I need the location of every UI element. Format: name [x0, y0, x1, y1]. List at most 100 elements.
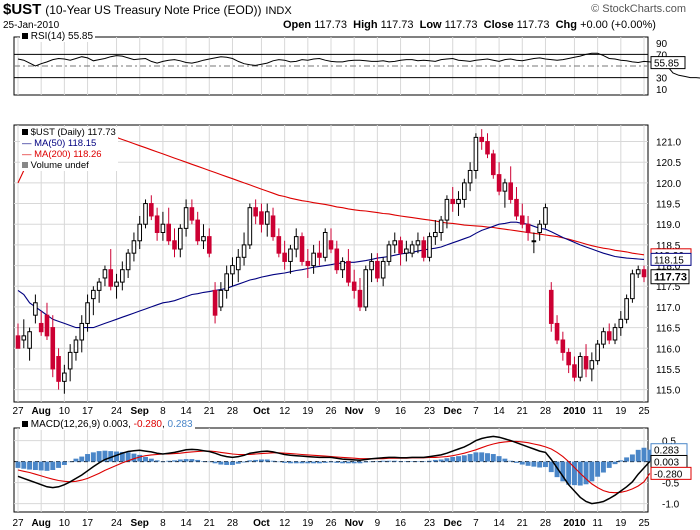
macd-histogram-bar: [403, 461, 409, 462]
candle-down: [305, 260, 311, 267]
price-tick-label: 116.5: [656, 324, 681, 335]
macd-histogram-bar: [392, 460, 398, 462]
macd-histogram-bar: [114, 451, 120, 462]
macd-histogram-bar: [154, 460, 160, 462]
macd-histogram-bar: [485, 453, 490, 462]
macd-line: [17, 435, 651, 505]
candle-up: [293, 236, 299, 250]
candle-up: [427, 236, 432, 258]
price-x-tick-label: 23: [424, 406, 436, 417]
candle-down: [519, 215, 525, 225]
price-x-tick-label: 2010: [563, 406, 586, 417]
candle-down: [253, 207, 258, 217]
rsi-last-value: 55.85: [654, 59, 679, 70]
candle-down: [566, 351, 571, 366]
macd-x-tick-label: 9: [375, 518, 381, 529]
candle-up: [630, 273, 635, 300]
macd-x-tick-label: 28: [540, 518, 552, 529]
macd-histogram-bar: [554, 461, 560, 478]
ma50-legend: — MA(50) 118.15: [22, 138, 97, 149]
macd-x-tick-label: 11: [592, 518, 603, 529]
candle-down: [514, 198, 519, 217]
candle-up: [322, 231, 328, 258]
macd-x-tick-label: 17: [82, 518, 94, 529]
macd-histogram-bar: [496, 456, 502, 462]
price-x-tick-label: 19: [615, 406, 627, 417]
candle-down: [50, 327, 56, 370]
macd-histogram-bar: [519, 461, 525, 465]
macd-histogram-bar: [490, 454, 496, 462]
date-label: 25-Jan-2010: [3, 20, 60, 31]
candle-up: [247, 207, 253, 246]
macd-histogram-bar: [90, 452, 96, 462]
macd-histogram-bar: [612, 461, 618, 465]
volume-legend: Volume undef: [22, 160, 116, 171]
macd-x-tick-label: 2010: [563, 518, 586, 529]
candle-up: [595, 343, 600, 362]
macd-histogram-bar: [450, 456, 456, 462]
macd-tick-label: -1.0: [662, 500, 680, 511]
candle-down: [450, 198, 456, 205]
candle-down: [351, 281, 357, 291]
macd-x-tick-label: 23: [424, 518, 436, 529]
macd-histogram-bar: [363, 461, 369, 463]
macd-histogram-bar: [177, 459, 183, 462]
rsi-tick-label: 30: [656, 74, 668, 85]
price-x-tick-label: 12: [279, 406, 291, 417]
candle-down: [56, 356, 61, 382]
price-tick-label: 117.0: [656, 303, 681, 314]
rsi-tick-label: 70: [656, 50, 668, 61]
quote-line: Open 117.73 High 117.73 Low 117.73 Close…: [283, 19, 656, 31]
macd-histogram-bar: [542, 461, 548, 468]
candle-down: [346, 260, 351, 283]
candle-up: [62, 372, 67, 382]
candle-up: [120, 269, 125, 283]
candle-up: [502, 182, 508, 192]
candle-up: [224, 273, 229, 291]
macd-title-sep1: ,: [128, 419, 134, 430]
candle-up: [264, 211, 270, 225]
price-tick-label: 121.0: [656, 138, 681, 149]
macd-histogram-bar: [148, 458, 154, 462]
candle-down: [166, 223, 172, 242]
candle-up: [114, 281, 119, 287]
price-x-tick-label: 14: [181, 406, 193, 417]
candle-up: [473, 136, 479, 171]
macd-swatch-icon: [22, 421, 28, 428]
volume-title: Volume undef: [30, 160, 89, 171]
price-tick-label: 119.0: [656, 220, 681, 231]
open-value: 117.73: [314, 19, 348, 31]
symbol: $UST: [3, 1, 42, 18]
candle-up: [635, 269, 641, 275]
candle-up: [612, 327, 618, 341]
price-tick-label: 118.0: [656, 262, 681, 273]
macd-x-tick-label: Oct: [253, 518, 270, 529]
macd-x-tick-label: 19: [615, 518, 627, 529]
macd-histogram-bar: [415, 461, 421, 462]
macd-histogram-bar: [172, 460, 177, 462]
candle-up: [160, 223, 166, 233]
macd-histogram-bar: [253, 459, 259, 462]
price-x-tick-label: Oct: [253, 406, 270, 417]
macd-histogram-bar: [125, 452, 131, 462]
macd-histogram-bar: [351, 461, 357, 464]
price-tick-label: 115.0: [656, 386, 681, 397]
macd-title-sep2: ,: [161, 419, 168, 430]
candle-down: [38, 322, 44, 333]
macd-histogram-bar: [322, 461, 328, 463]
price-x-tick-label: 21: [204, 406, 216, 417]
macd-histogram-bar: [427, 460, 433, 462]
price-x-tick-label: 25: [638, 406, 650, 417]
macd-histogram-bar: [108, 451, 114, 462]
ma200-title: MA(200) 118.26: [34, 149, 102, 160]
macd-x-tick-label: 25: [638, 518, 650, 529]
macd-histogram-bar: [305, 461, 311, 464]
candle-up: [183, 207, 189, 229]
macd-tick-label: -0.5: [662, 479, 680, 490]
macd-histogram-bar: [531, 461, 537, 467]
rsi-title: RSI(14) 55.85: [30, 31, 94, 42]
ma50-title: MA(50) 118.15: [34, 138, 97, 149]
macd-histogram-bar: [61, 461, 67, 465]
macd-histogram-bar: [600, 461, 606, 473]
price-x-tick-label: 19: [302, 406, 314, 417]
